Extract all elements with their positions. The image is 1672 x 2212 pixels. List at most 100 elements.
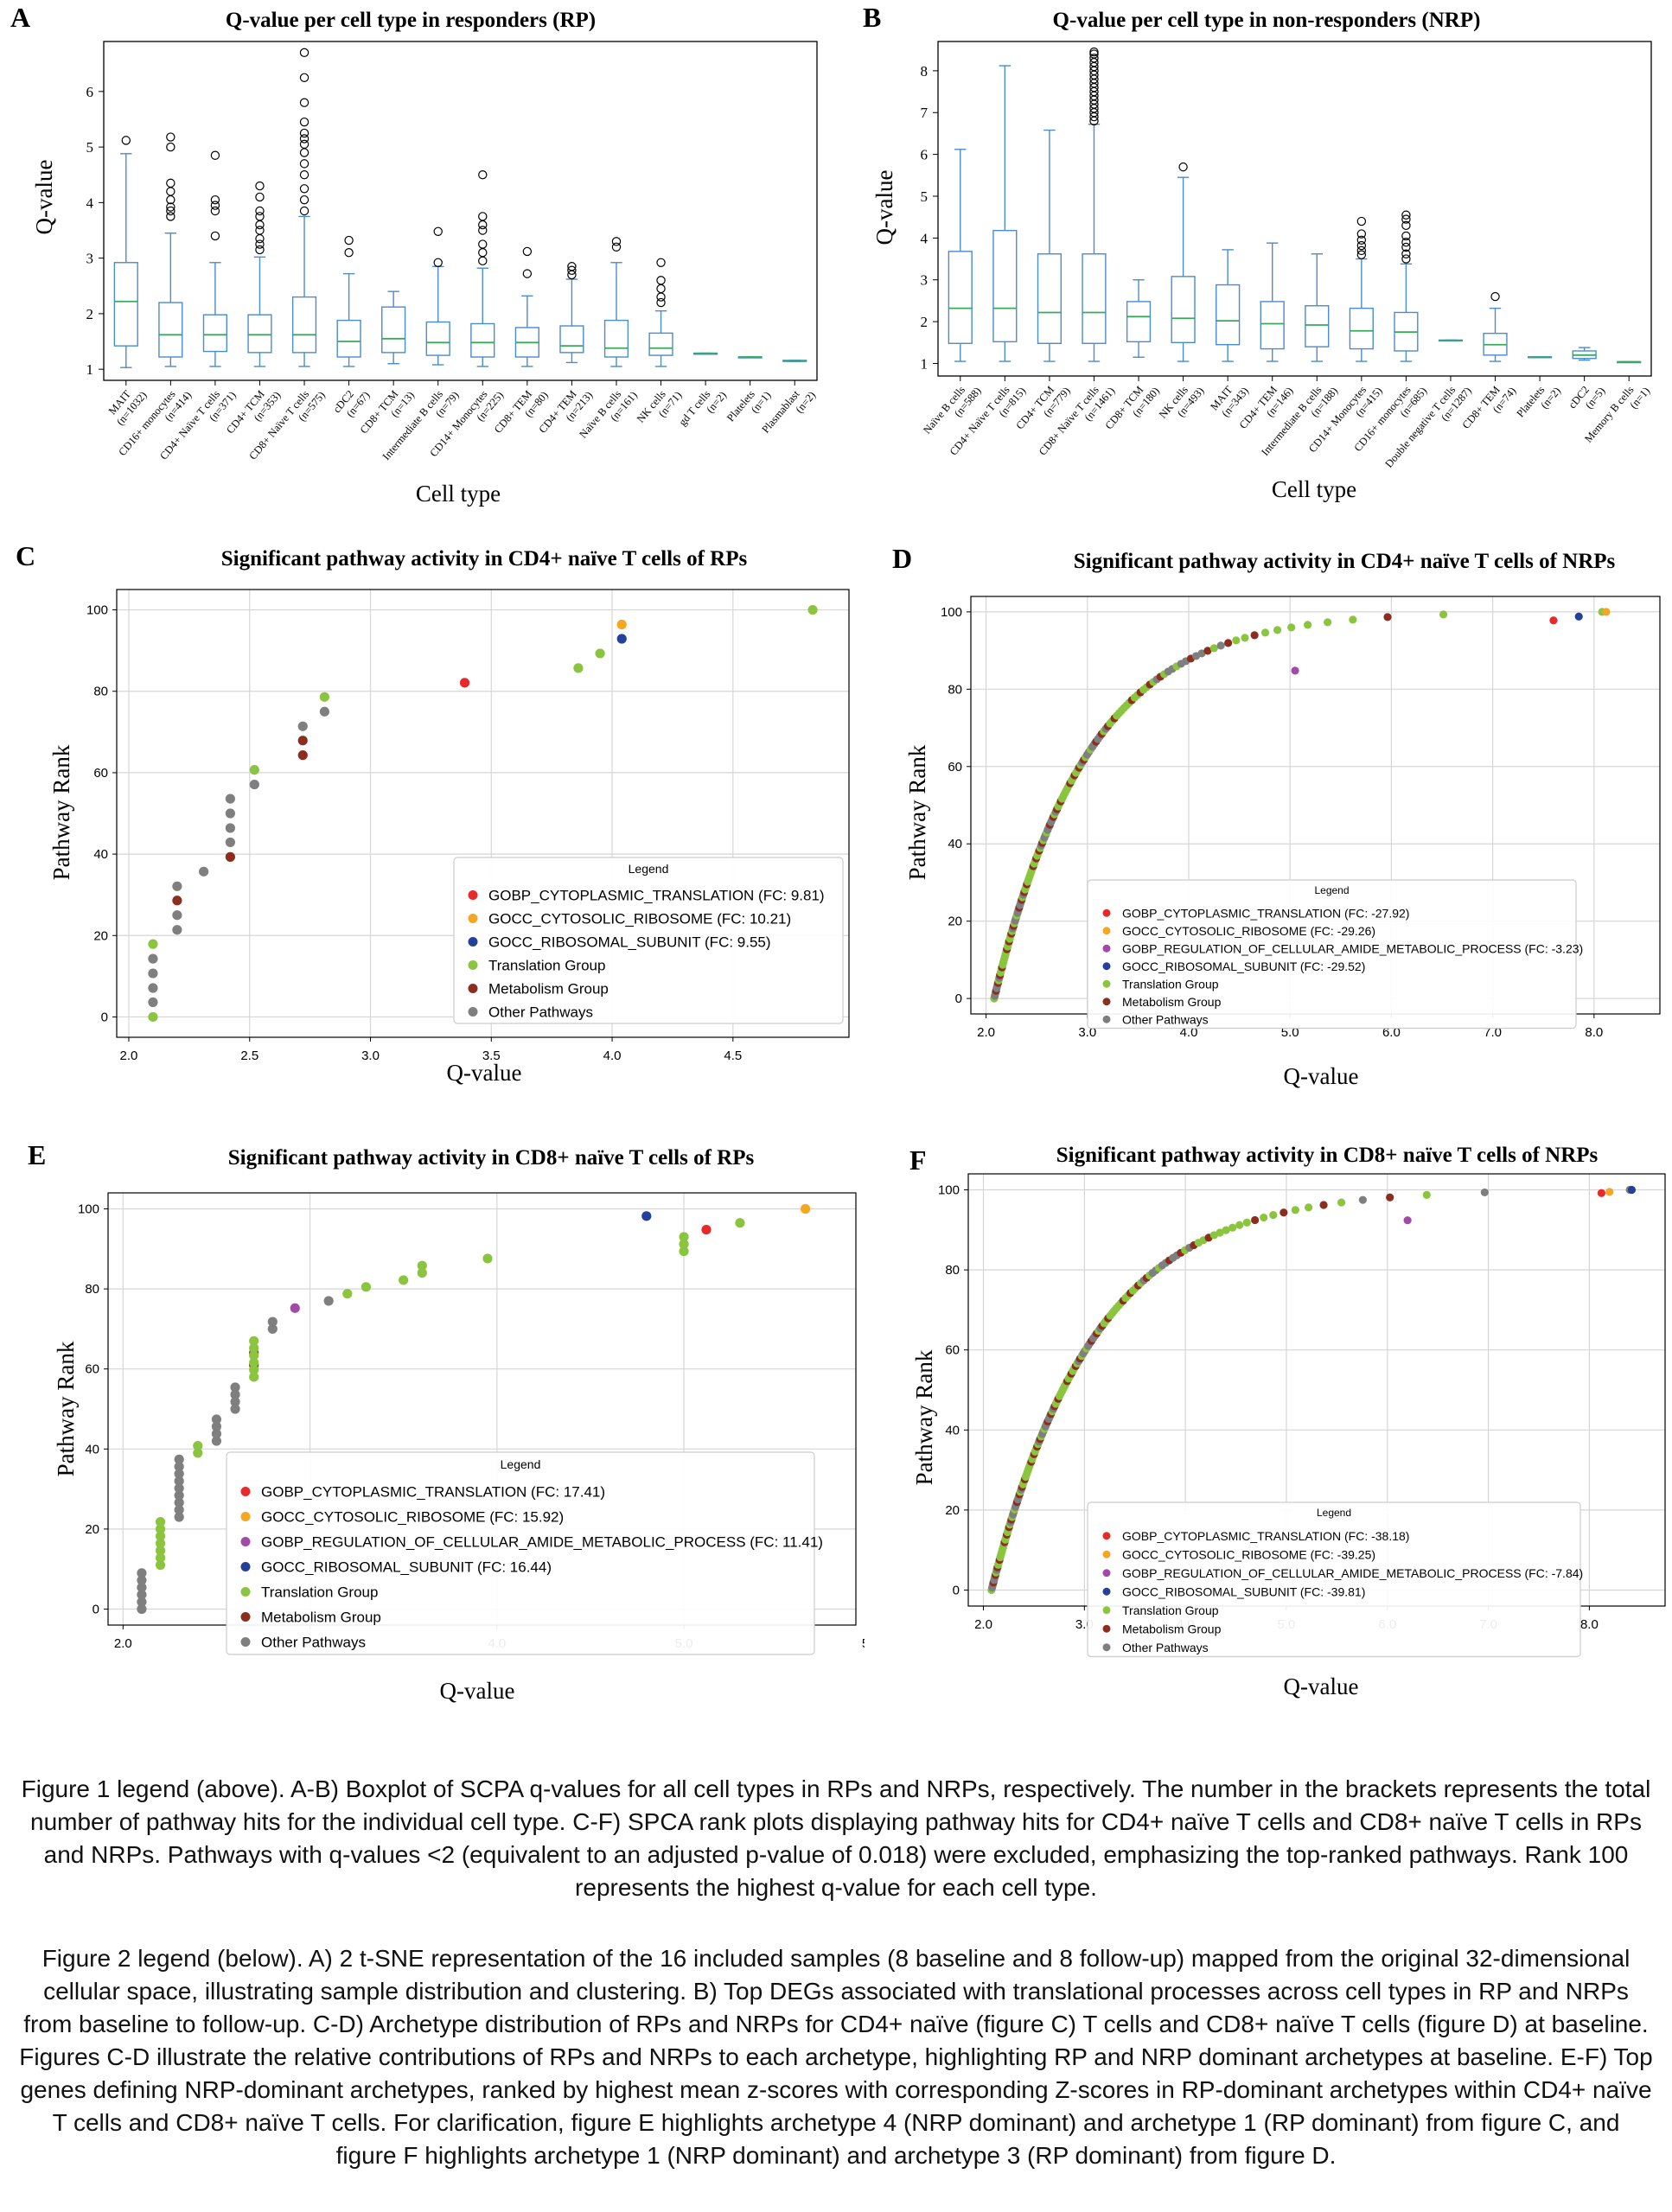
box-iqr (158, 302, 183, 358)
pathway-point (211, 1414, 222, 1425)
pathway-point (230, 1397, 240, 1407)
box-12 (648, 258, 673, 367)
outlier (166, 132, 175, 142)
pathway-point (172, 910, 182, 921)
pathway-point (225, 808, 235, 819)
pathway-point (1224, 639, 1233, 647)
x-tick-label: 8.0 (1580, 1617, 1599, 1632)
outlier (1401, 254, 1411, 264)
legend-entry: GOCC_RIBOSOMAL_SUBUNIT (FC: -29.52) (1122, 959, 1365, 973)
panel-f: F Significant pathway activity in CD8+ na… (873, 1141, 1672, 1737)
outlier (1356, 235, 1367, 245)
box-iqr (113, 262, 138, 347)
pathway-point (1228, 1223, 1237, 1232)
pathway-point (249, 779, 259, 790)
y-tick-label: 20 (948, 915, 962, 929)
x-tick-label: 2.0 (977, 1025, 995, 1040)
pathway-point (155, 1524, 166, 1534)
y-tick-label: 6 (921, 147, 929, 163)
outlier (656, 258, 666, 267)
outlier (522, 246, 533, 257)
pathway-point (267, 1316, 278, 1327)
rank-plot-cd4-rp: C Significant pathway activity in CD4+ na… (16, 540, 850, 1086)
pathway-point (155, 1546, 166, 1556)
outlier (1401, 249, 1411, 258)
pathway-point (319, 706, 330, 717)
box-0 (948, 149, 973, 362)
panel-e: E Significant pathway activity in CD8+ na… (0, 1132, 865, 1729)
pathway-point (193, 1448, 203, 1458)
outlier (478, 212, 488, 221)
x-tick-label: 3.0 (361, 1049, 380, 1063)
pathway-point (319, 692, 330, 702)
outlier (433, 258, 443, 267)
outlier (478, 247, 488, 258)
outlier (210, 206, 220, 216)
legend-marker (1102, 1587, 1111, 1596)
box-4 (291, 48, 317, 367)
pathway-point (199, 866, 209, 877)
pathway-point (230, 1404, 240, 1414)
legend-marker (240, 1562, 251, 1571)
pathway-point (573, 663, 584, 673)
y-tick-label: 4 (86, 194, 94, 211)
y-tick-label: 8 (921, 63, 929, 80)
y-tick-label: 80 (945, 1263, 960, 1278)
outlier (299, 134, 310, 143)
pathway-point (735, 1218, 745, 1228)
legend-entry: GOBP_CYTOPLASMIC_TRANSLATION (FC: 9.81) (488, 888, 825, 904)
outlier (1401, 242, 1411, 252)
pathway-point (174, 1476, 184, 1486)
pathway-point (1549, 616, 1558, 625)
outlier (1089, 47, 1099, 57)
chart-title: Significant pathway activity in CD8+ naï… (1056, 1144, 1599, 1167)
x-tick-label: 7.0 (1484, 1025, 1502, 1040)
x-tick-label: cDC2(n=67) (330, 381, 372, 424)
outlier (299, 139, 310, 150)
outlier (255, 220, 265, 230)
outlier (1490, 291, 1500, 302)
legend-entry: Other Pathways (488, 1004, 593, 1021)
x-tick-label: CD8+ TEM(n=80) (492, 381, 551, 444)
pathway-point (1260, 1213, 1268, 1222)
pathway-point (459, 678, 470, 688)
pathway-point (172, 896, 182, 906)
pathway-point (225, 823, 235, 833)
x-tick-label: 2.5 (240, 1049, 258, 1063)
y-tick-label: 1 (921, 355, 929, 372)
y-tick-label: 3 (86, 251, 94, 267)
pathway-point (225, 851, 235, 862)
panel-letter: A (10, 2, 30, 33)
pathway-point (323, 1296, 334, 1306)
outlier (1089, 54, 1099, 63)
legend-marker (1102, 1532, 1111, 1540)
legend-entry: Translation Group (1122, 1603, 1219, 1617)
legend-marker (468, 1007, 478, 1017)
legend-marker (240, 1537, 251, 1546)
legend-marker (240, 1637, 251, 1647)
boxplot-non-responders: B Q-value per cell type in non-responders… (863, 2, 1652, 502)
chart-title: Q-value per cell type in responders (RP) (226, 9, 596, 32)
y-tick-label: 100 (78, 1202, 99, 1217)
pathway-point (174, 1462, 184, 1472)
x-axis-label: Q-value (1284, 1673, 1359, 1699)
pathway-point (148, 953, 158, 964)
panel-b: B Q-value per cell type in non-responders… (856, 0, 1672, 519)
pathway-point (249, 1372, 259, 1382)
x-tick-label: 2.0 (114, 1636, 132, 1651)
outlier (299, 184, 310, 194)
x-tick-label: 2.0 (120, 1049, 138, 1063)
x-tick-label: NK cells(n=71) (635, 381, 685, 434)
y-tick-label: 5 (921, 188, 929, 205)
legend-marker (1102, 962, 1111, 971)
pathway-point (616, 619, 627, 630)
x-tick-label: NK cells(n=493) (1157, 377, 1207, 430)
pathway-point (137, 1597, 147, 1607)
outlier (433, 226, 443, 236)
pathway-point (193, 1440, 203, 1451)
box-iqr (425, 321, 450, 356)
x-tick-label: 4.5 (724, 1049, 742, 1063)
outlier (1356, 240, 1367, 251)
outlier (656, 276, 666, 285)
outlier (1401, 238, 1411, 247)
